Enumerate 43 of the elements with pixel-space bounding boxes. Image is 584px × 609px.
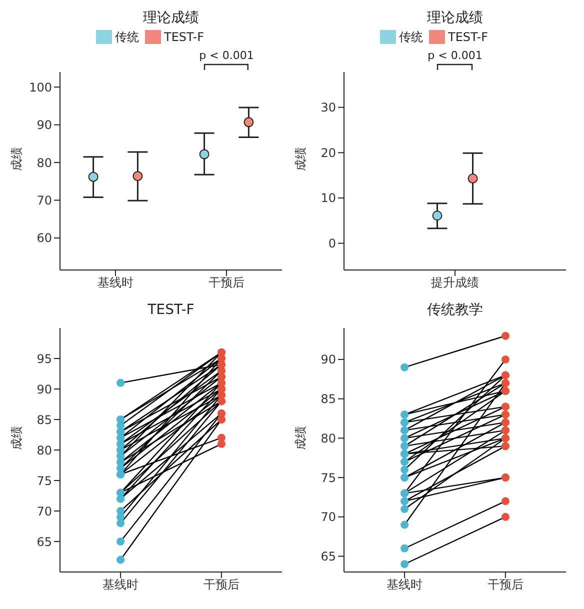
y-tick-label: 10 <box>320 191 336 206</box>
y-tick-label: 95 <box>36 352 52 366</box>
x-tick-label: 干预后 <box>203 578 240 592</box>
x-tick-label: 基线时 <box>98 276 134 290</box>
y-tick-label: 65 <box>320 550 336 564</box>
y-tick-label: 60 <box>36 231 52 246</box>
y-tick-label: 70 <box>36 504 52 518</box>
legend-label: 传统 <box>399 28 423 46</box>
legend-label: 传统 <box>115 28 139 46</box>
y-tick-label: 70 <box>36 193 52 208</box>
y-tick-label: 65 <box>36 534 52 549</box>
legend-label: TEST-F <box>448 30 488 44</box>
y-tick-label: 80 <box>36 443 52 458</box>
x-tick-label: 基线时 <box>102 578 139 592</box>
y-tick-label: 90 <box>36 382 52 396</box>
y-tick-label: 0 <box>328 236 336 251</box>
y-tick-label: 85 <box>36 412 52 427</box>
x-tick-label: 干预后 <box>487 578 524 592</box>
y-tick-label: 75 <box>36 474 52 488</box>
y-tick-label: 100 <box>29 80 52 94</box>
y-tick-label: 30 <box>320 100 336 115</box>
x-tick-label: 提升成绩 <box>431 276 479 290</box>
y-axis-title: 成绩 <box>293 426 308 450</box>
y-tick-label: 90 <box>36 118 52 132</box>
x-tick-label: 基线时 <box>386 578 423 592</box>
text: p < 0.001 <box>426 49 484 62</box>
chart-title: 传统教学 <box>426 301 484 320</box>
y-tick-label: 85 <box>320 392 336 406</box>
chart-title: TEST-F <box>146 301 196 320</box>
chart-title: 理论成绩 <box>426 9 484 28</box>
x-tick-label: 干预后 <box>208 276 244 290</box>
y-axis-title: 成绩 <box>9 147 24 171</box>
y-tick-label: 20 <box>320 146 336 160</box>
y-tick-label: 90 <box>320 352 336 367</box>
y-tick-label: 75 <box>320 470 336 485</box>
y-tick-label: 80 <box>320 431 336 446</box>
y-axis-title: 成绩 <box>9 426 24 450</box>
text: p < 0.001 <box>198 49 255 62</box>
legend-label: TEST-F <box>164 30 204 44</box>
y-axis-title: 成绩 <box>293 147 308 171</box>
y-tick-label: 80 <box>36 156 52 170</box>
y-tick-label: 70 <box>320 510 336 524</box>
chart-title: 理论成绩 <box>142 9 200 28</box>
